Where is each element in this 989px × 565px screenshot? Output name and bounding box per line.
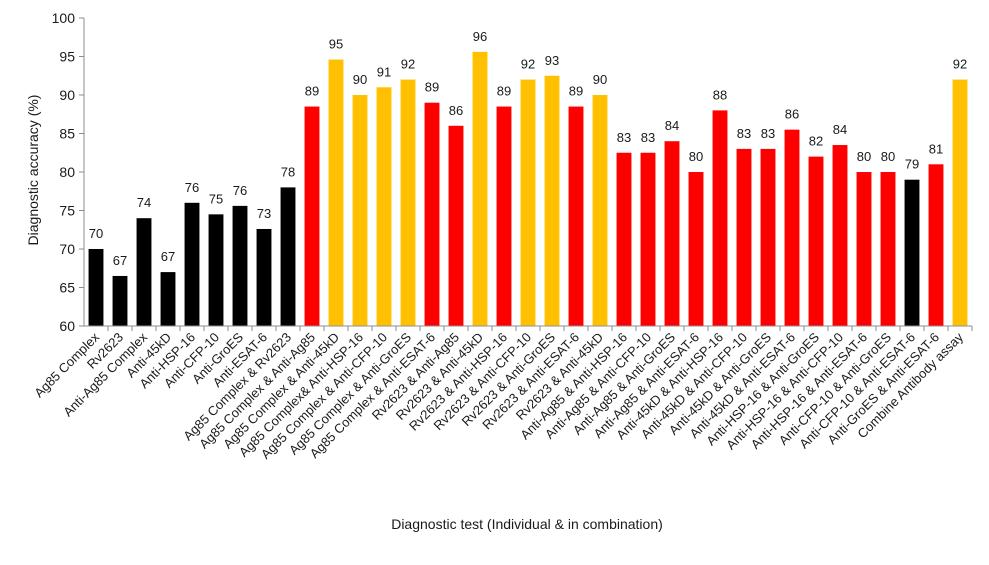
bar-value-label: 80 bbox=[689, 149, 703, 164]
bar bbox=[640, 152, 656, 326]
bar bbox=[664, 141, 680, 326]
bar-value-label: 89 bbox=[497, 84, 511, 99]
bar-value-label: 79 bbox=[905, 157, 919, 172]
x-axis-title: Diagnostic test (Individual & in combina… bbox=[391, 516, 663, 532]
y-tick-label: 65 bbox=[59, 280, 75, 296]
bar bbox=[424, 102, 440, 326]
bar-value-label: 80 bbox=[881, 149, 895, 164]
bar-value-labels: 70 67 74 67 76 75 76 73 78 89 95 90 91 92 89 86 96 89 92 93… bbox=[89, 29, 967, 268]
bar bbox=[856, 172, 872, 326]
y-tick-label: 80 bbox=[59, 164, 75, 180]
bar bbox=[208, 214, 224, 326]
bar bbox=[520, 79, 536, 326]
bar bbox=[688, 172, 704, 326]
bar-value-label: 83 bbox=[641, 130, 655, 145]
bar bbox=[232, 205, 248, 326]
bar bbox=[352, 95, 368, 326]
bar bbox=[88, 249, 104, 326]
bar bbox=[832, 145, 848, 326]
bar bbox=[568, 106, 584, 326]
bar-value-label: 91 bbox=[377, 64, 391, 79]
bar bbox=[904, 179, 920, 326]
y-axis-title: Diagnostic accuracy (%) bbox=[25, 95, 41, 246]
bar-value-label: 92 bbox=[953, 57, 967, 72]
y-tick-label: 95 bbox=[59, 49, 75, 65]
bar-value-label: 83 bbox=[761, 126, 775, 141]
bar-value-label: 76 bbox=[185, 180, 199, 195]
bar bbox=[880, 172, 896, 326]
bar bbox=[304, 106, 320, 326]
bar-value-label: 75 bbox=[209, 191, 223, 206]
bar-value-label: 83 bbox=[617, 130, 631, 145]
bar-value-label: 92 bbox=[401, 57, 415, 72]
bar-value-label: 70 bbox=[89, 226, 103, 241]
bar-value-label: 93 bbox=[545, 53, 559, 68]
y-tick-label: 75 bbox=[59, 203, 75, 219]
bar-value-label: 80 bbox=[857, 149, 871, 164]
bar-value-label: 95 bbox=[329, 37, 343, 52]
bar bbox=[136, 218, 152, 326]
x-axis bbox=[84, 325, 973, 331]
bar bbox=[328, 59, 344, 326]
y-tick-label: 90 bbox=[59, 87, 75, 103]
bar bbox=[280, 187, 296, 326]
bar bbox=[760, 148, 776, 326]
y-tick-label: 100 bbox=[52, 10, 76, 26]
bar bbox=[952, 79, 968, 326]
bar-value-label: 76 bbox=[233, 183, 247, 198]
bars bbox=[88, 51, 968, 327]
bar-value-label: 92 bbox=[521, 57, 535, 72]
bar-value-label: 88 bbox=[713, 87, 727, 102]
bar-value-label: 74 bbox=[137, 195, 151, 210]
bar-value-label: 86 bbox=[449, 103, 463, 118]
bar bbox=[160, 272, 176, 326]
bar bbox=[112, 275, 128, 326]
bar-value-label: 84 bbox=[665, 118, 679, 133]
bar-value-label: 89 bbox=[425, 80, 439, 95]
bar-value-label: 84 bbox=[833, 122, 847, 137]
bar-value-label: 73 bbox=[257, 206, 271, 221]
bar bbox=[448, 125, 464, 326]
bar bbox=[712, 110, 728, 327]
bar bbox=[472, 51, 488, 326]
bar bbox=[184, 202, 200, 326]
bar-value-label: 89 bbox=[305, 84, 319, 99]
bar-value-label: 96 bbox=[473, 29, 487, 44]
bar bbox=[496, 106, 512, 326]
bar bbox=[808, 156, 824, 326]
bar bbox=[376, 87, 392, 326]
y-axis: 60 65 70 75 80 85 90 95 100 bbox=[52, 10, 85, 334]
bar-value-label: 82 bbox=[809, 134, 823, 149]
bar-value-label: 67 bbox=[113, 253, 127, 268]
y-tick-label: 70 bbox=[59, 241, 75, 257]
bar-value-label: 81 bbox=[929, 141, 943, 156]
bar-value-label: 67 bbox=[161, 249, 175, 264]
y-tick-label: 60 bbox=[59, 318, 75, 334]
bar bbox=[544, 75, 560, 326]
bar bbox=[592, 95, 608, 326]
bar-value-label: 89 bbox=[569, 84, 583, 99]
bar-value-label: 90 bbox=[593, 72, 607, 87]
bar-value-label: 83 bbox=[737, 126, 751, 141]
y-tick-label: 85 bbox=[59, 126, 75, 142]
bar-value-label: 90 bbox=[353, 72, 367, 87]
bar bbox=[256, 228, 272, 326]
bar-value-label: 78 bbox=[281, 164, 295, 179]
bar bbox=[616, 152, 632, 326]
bar bbox=[784, 129, 800, 326]
bar bbox=[928, 164, 944, 326]
bar-value-label: 86 bbox=[785, 107, 799, 122]
bar bbox=[736, 148, 752, 326]
bar bbox=[400, 79, 416, 326]
